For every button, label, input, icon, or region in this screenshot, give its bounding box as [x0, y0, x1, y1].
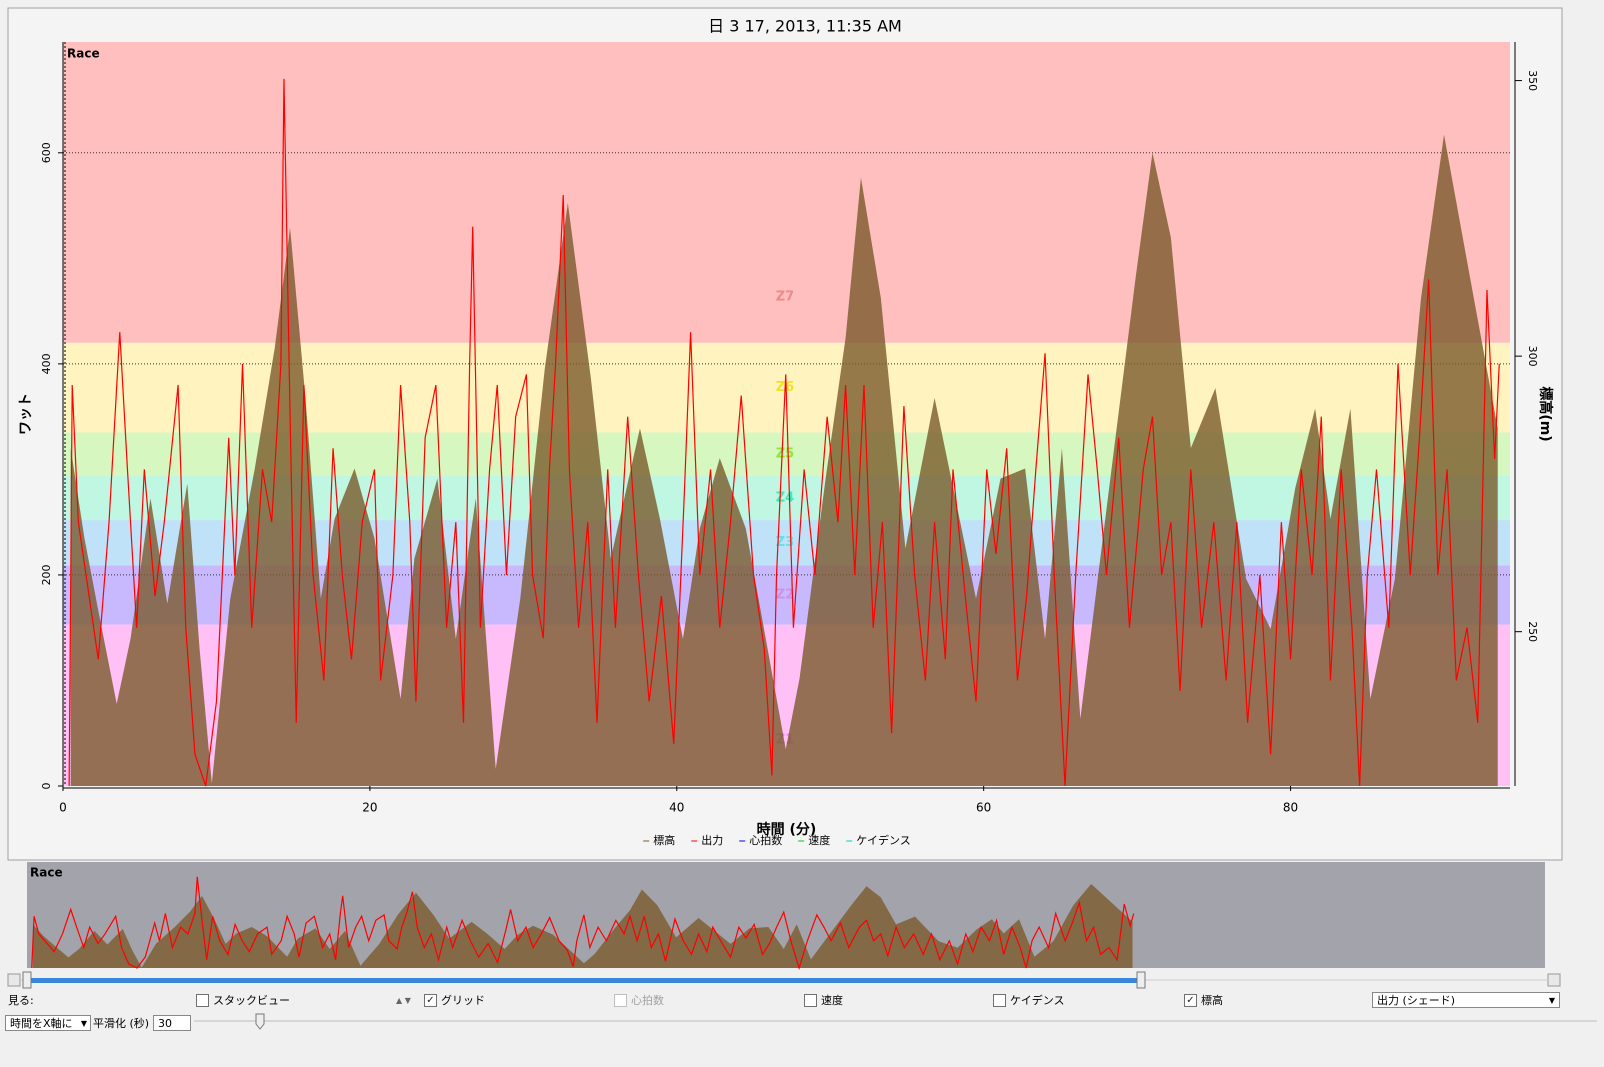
view-label: 見る:: [8, 994, 34, 1007]
overview-line: [31, 876, 1135, 971]
y2-tick-label: 250: [1526, 621, 1539, 642]
x-tick-label: 0: [59, 801, 67, 815]
scroll-handle[interactable]: [1136, 971, 1146, 989]
y-tick-label: 0: [40, 783, 53, 790]
series-select[interactable]: 出力 (シェード) ▼: [1372, 992, 1560, 1008]
select-text: 時間をX軸に: [10, 1017, 73, 1030]
plot-label: Race: [67, 47, 100, 61]
overview-area: [32, 883, 1133, 968]
smoothing-input[interactable]: 30: [153, 1015, 191, 1031]
legend-label: ケイデンス: [856, 833, 911, 847]
x-axis-label: 時間 (分): [757, 821, 817, 838]
slider-thumb[interactable]: [255, 1013, 265, 1030]
legend-label: 速度: [808, 833, 830, 847]
select-text: 出力 (シェード): [1377, 994, 1456, 1007]
scroll-left[interactable]: [7, 973, 21, 987]
checkbox-box[interactable]: [614, 993, 627, 1007]
checkbox[interactable]: ✓ 標高: [1184, 991, 1223, 1009]
y2-tick-label: 350: [1526, 70, 1539, 91]
legend-item: 標高: [643, 833, 675, 847]
zone-label: Z7: [776, 289, 794, 304]
y-axis-label: ワット: [18, 393, 34, 435]
series-line: [68, 78, 1500, 787]
input-text: 30: [158, 1016, 172, 1030]
checkbox-label: 心拍数: [631, 994, 664, 1007]
checkbox-box[interactable]: [993, 993, 1006, 1007]
zone-band: [63, 42, 1510, 343]
checkbox-label: 速度: [821, 994, 843, 1007]
overview-plot: [31, 876, 1135, 971]
zone-label: Z2: [776, 587, 794, 602]
scroll-handle[interactable]: [22, 971, 32, 989]
checkbox[interactable]: ケイデンス: [993, 991, 1065, 1009]
checkbox-box[interactable]: [804, 993, 817, 1007]
checkbox-box[interactable]: ✓: [424, 993, 437, 1007]
checkbox-box[interactable]: [196, 993, 209, 1007]
zone-label: Z5: [776, 447, 794, 462]
legend-label: 標高: [653, 833, 675, 847]
y2-axis-label: 標高(m): [1537, 386, 1554, 441]
chart-title: 日 3 17, 2013, 11:35 AM: [708, 17, 902, 36]
checkbox-label: スタックビュー: [213, 994, 290, 1007]
spin-arrows[interactable]: ▲ ▼: [396, 995, 411, 1005]
legend-label: 出力: [701, 833, 723, 847]
checkbox[interactable]: ✓ グリッド: [424, 991, 485, 1009]
checkbox-label: ケイデンス: [1010, 994, 1065, 1007]
checkbox-label: グリッド: [441, 994, 485, 1007]
x-tick-label: 40: [669, 801, 684, 815]
checkbox: 心拍数: [614, 991, 664, 1009]
x-tick-label: 20: [362, 801, 377, 815]
checkbox-box[interactable]: ✓: [1184, 993, 1197, 1007]
legend-item: 心拍数: [739, 833, 782, 847]
checkbox[interactable]: 速度: [804, 991, 843, 1009]
y-tick-label: 600: [40, 142, 53, 163]
checkbox[interactable]: スタックビュー: [196, 991, 290, 1009]
y-tick-label: 400: [40, 353, 53, 374]
xaxis-select[interactable]: 時間をX軸に ▼: [5, 1015, 91, 1031]
legend-item: ケイデンス: [846, 833, 911, 847]
y-tick-label: 200: [40, 564, 53, 585]
chart: 日 3 17, 2013, 11:35 AM Z1Z2Z3Z4Z5Z6Z7020…: [7, 7, 1563, 989]
series-area: [70, 134, 1498, 786]
y2-tick-label: 300: [1526, 346, 1539, 367]
zone-label: Z4: [776, 490, 794, 505]
smoothing-slider[interactable]: [192, 1012, 1602, 1042]
legend-label: 心拍数: [749, 833, 782, 847]
x-tick-label: 80: [1283, 801, 1298, 815]
checkbox-label: 標高: [1201, 994, 1223, 1007]
x-tick-label: 60: [976, 801, 991, 815]
legend-item: 出力: [691, 833, 723, 847]
zone-label: Z3: [776, 535, 794, 550]
overview-label: Race: [30, 866, 63, 880]
legend-item: 速度: [798, 833, 830, 847]
smoothing-label: 平滑化 (秒): [93, 1017, 150, 1030]
scroll-right[interactable]: [1547, 973, 1561, 987]
scroll-range[interactable]: [27, 978, 1142, 983]
